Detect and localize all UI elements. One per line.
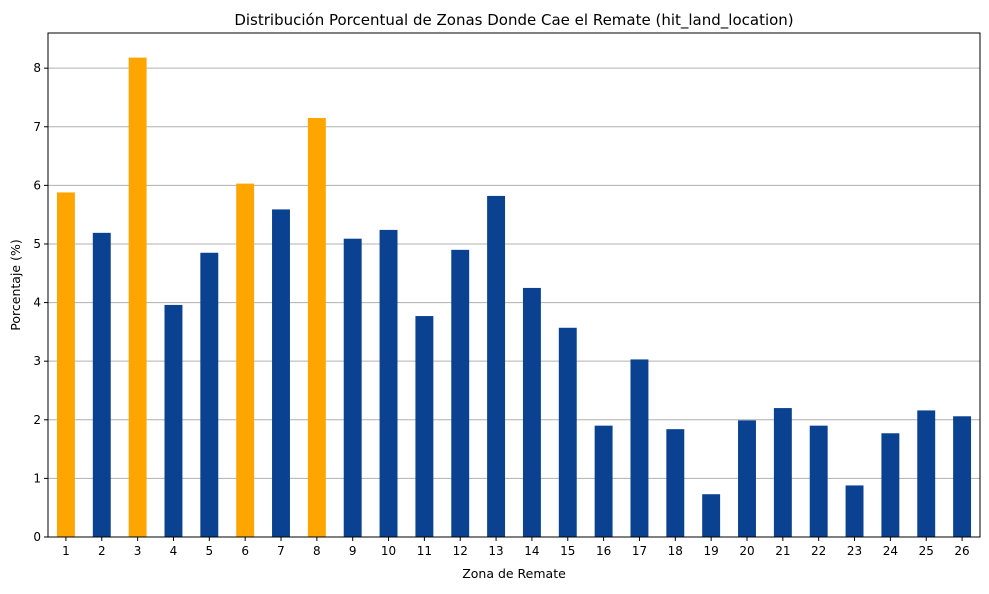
x-tick-label: 22 bbox=[811, 544, 826, 558]
y-tick-label: 0 bbox=[33, 530, 41, 544]
x-tick-label: 13 bbox=[488, 544, 503, 558]
bar-zona-13 bbox=[487, 195, 506, 537]
bar-zona-18 bbox=[666, 429, 685, 537]
bar-zona-12 bbox=[451, 249, 470, 537]
y-tick-label: 8 bbox=[33, 61, 41, 75]
x-axis-ticks: 1 2 3 4 5 6 7 8 9 10 11 12 13 14 15 16 17 18 19 20 21 22 23 24 2… bbox=[62, 537, 970, 558]
bar-zona-25 bbox=[917, 410, 936, 537]
x-tick-label: 24 bbox=[883, 544, 898, 558]
bar-zona-11 bbox=[415, 316, 434, 537]
x-tick-label: 23 bbox=[847, 544, 862, 558]
bar-zona-10 bbox=[379, 229, 398, 537]
x-tick-label: 18 bbox=[668, 544, 683, 558]
bar-zona-4 bbox=[164, 304, 183, 537]
x-tick-label: 25 bbox=[919, 544, 934, 558]
bar-zona-17 bbox=[630, 359, 649, 537]
x-tick-label: 20 bbox=[739, 544, 754, 558]
bar-zona-23 bbox=[845, 485, 864, 537]
y-tick-label: 5 bbox=[33, 237, 41, 251]
bar-zona-22 bbox=[809, 425, 828, 537]
bars bbox=[56, 57, 972, 537]
x-tick-label: 7 bbox=[277, 544, 285, 558]
x-tick-label: 8 bbox=[313, 544, 321, 558]
y-axis-label: Porcentaje (%) bbox=[8, 239, 23, 330]
x-axis-label: Zona de Remate bbox=[462, 566, 566, 581]
bar-zona-19 bbox=[702, 494, 721, 537]
bar-zona-21 bbox=[773, 408, 792, 537]
bar-zona-26 bbox=[953, 416, 972, 537]
bar-zona-20 bbox=[738, 420, 756, 537]
bar-zona-16 bbox=[594, 425, 613, 537]
bar-zona-24 bbox=[881, 433, 900, 537]
bar-zona-6 bbox=[236, 183, 255, 537]
bar-zona-8 bbox=[307, 117, 326, 537]
bar-zona-1 bbox=[56, 192, 75, 537]
x-tick-label: 9 bbox=[349, 544, 357, 558]
bar-zona-5 bbox=[200, 252, 219, 537]
x-tick-label: 16 bbox=[596, 544, 611, 558]
y-tick-label: 4 bbox=[33, 296, 41, 310]
x-tick-label: 10 bbox=[381, 544, 396, 558]
x-tick-label: 5 bbox=[205, 544, 213, 558]
x-tick-label: 11 bbox=[417, 544, 432, 558]
y-tick-label: 2 bbox=[33, 413, 41, 427]
chart-title: Distribución Porcentual de Zonas Donde C… bbox=[234, 11, 793, 30]
x-tick-label: 4 bbox=[170, 544, 178, 558]
x-tick-label: 26 bbox=[954, 544, 969, 558]
x-tick-label: 6 bbox=[241, 544, 249, 558]
y-tick-label: 3 bbox=[33, 354, 41, 368]
bar-zona-3 bbox=[128, 57, 147, 537]
x-tick-label: 2 bbox=[98, 544, 106, 558]
x-tick-label: 12 bbox=[453, 544, 468, 558]
x-tick-label: 1 bbox=[62, 544, 70, 558]
bar-zona-2 bbox=[92, 232, 111, 537]
bar-zona-15 bbox=[558, 327, 577, 537]
x-tick-label: 19 bbox=[704, 544, 719, 558]
x-tick-label: 3 bbox=[134, 544, 142, 558]
bar-zona-9 bbox=[343, 238, 362, 537]
x-tick-label: 14 bbox=[524, 544, 539, 558]
gridlines bbox=[48, 67, 980, 479]
y-tick-label: 6 bbox=[33, 178, 41, 192]
x-tick-label: 15 bbox=[560, 544, 575, 558]
y-tick-label: 7 bbox=[33, 120, 41, 134]
y-axis-ticks: 0 1 2 3 4 5 6 7 8 bbox=[33, 61, 48, 544]
x-tick-label: 21 bbox=[775, 544, 790, 558]
x-tick-label: 17 bbox=[632, 544, 647, 558]
y-tick-label: 1 bbox=[33, 471, 41, 485]
bar-zona-7 bbox=[272, 209, 290, 537]
bar-zona-14 bbox=[522, 287, 541, 537]
plot-frame bbox=[47, 32, 981, 538]
